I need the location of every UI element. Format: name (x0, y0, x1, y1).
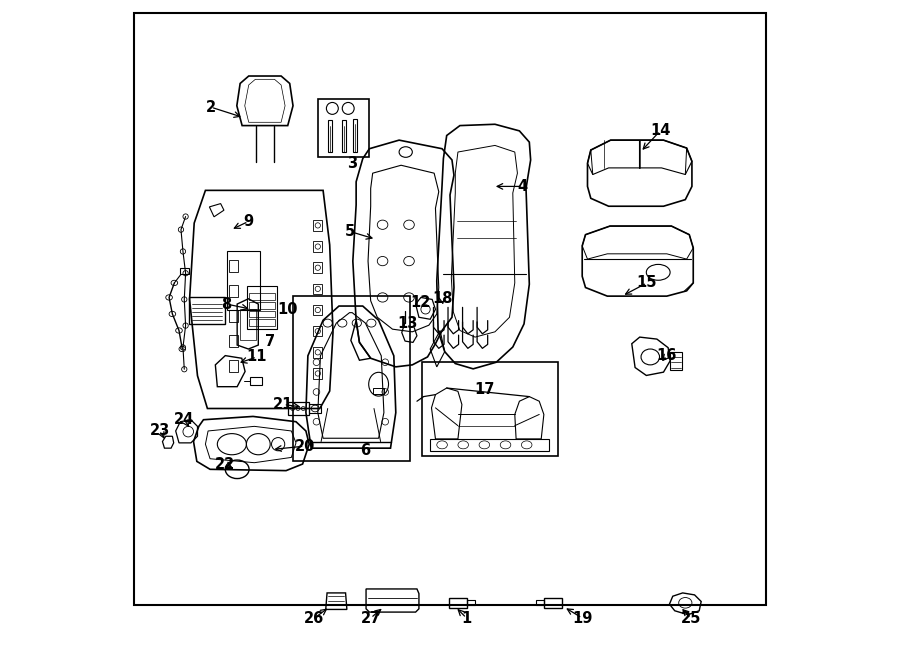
Bar (249, 319, 275, 326)
Text: 24: 24 (175, 412, 194, 427)
Bar (292, 296, 410, 461)
Text: 17: 17 (474, 383, 495, 397)
Text: 7: 7 (266, 334, 275, 348)
Text: 14: 14 (650, 124, 670, 138)
Text: 5: 5 (345, 224, 355, 239)
Text: 22: 22 (215, 457, 236, 471)
Text: 26: 26 (304, 611, 325, 625)
Bar (249, 311, 275, 317)
Bar (230, 285, 238, 297)
Bar (249, 293, 275, 300)
Bar (288, 402, 310, 415)
Bar (374, 387, 384, 394)
Text: 25: 25 (681, 611, 701, 625)
Bar (134, 13, 766, 605)
Bar (430, 439, 549, 451)
Bar (230, 335, 238, 347)
Text: 10: 10 (278, 302, 298, 317)
Text: 21: 21 (274, 397, 293, 412)
Text: 2: 2 (206, 100, 216, 114)
Bar (239, 309, 256, 340)
Bar (318, 99, 369, 157)
Text: 9: 9 (243, 214, 254, 229)
Text: 23: 23 (150, 424, 171, 438)
Text: 12: 12 (410, 295, 430, 310)
Bar (230, 360, 238, 372)
Text: 11: 11 (247, 350, 267, 364)
Bar (248, 286, 277, 329)
Bar (230, 260, 238, 272)
Bar (670, 352, 682, 370)
Text: 20: 20 (294, 439, 315, 453)
Text: 27: 27 (361, 611, 381, 625)
Bar (536, 600, 544, 605)
Bar (422, 362, 558, 456)
Bar (249, 302, 275, 309)
Bar (230, 310, 238, 322)
Text: 1: 1 (462, 611, 472, 625)
Bar (180, 268, 189, 274)
Text: 19: 19 (572, 611, 592, 625)
Bar (467, 600, 475, 605)
Text: 4: 4 (518, 179, 527, 194)
Text: 3: 3 (347, 157, 357, 171)
Bar (544, 598, 562, 608)
Bar (449, 598, 467, 608)
Bar (189, 297, 225, 324)
Bar (310, 404, 321, 413)
Text: 16: 16 (657, 348, 677, 363)
Text: 18: 18 (432, 292, 453, 306)
Text: 13: 13 (398, 317, 418, 331)
Bar (250, 377, 262, 385)
Text: 15: 15 (636, 276, 657, 290)
Text: 8: 8 (221, 297, 231, 311)
Text: 6: 6 (360, 444, 371, 458)
